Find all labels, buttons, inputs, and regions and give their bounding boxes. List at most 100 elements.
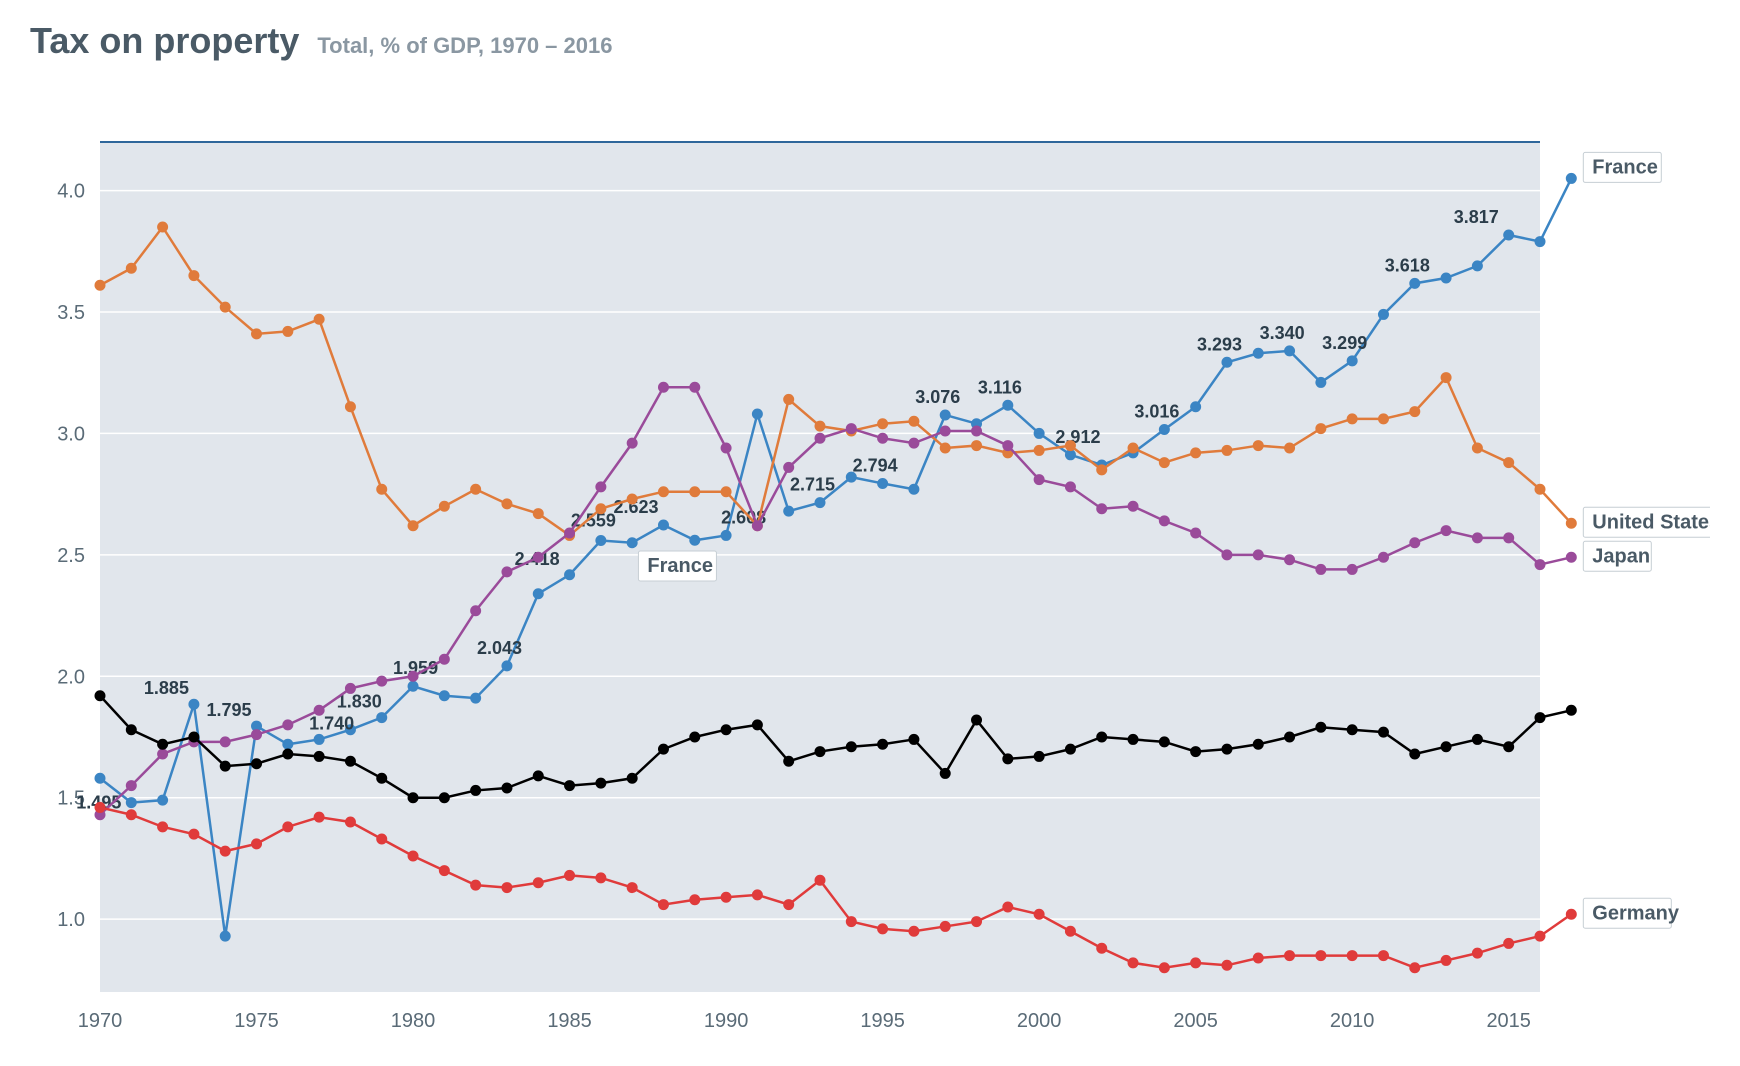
series-marker[interactable]: [283, 720, 292, 729]
series-marker[interactable]: [252, 730, 261, 739]
series-marker[interactable]: [1254, 740, 1263, 749]
series-marker[interactable]: [565, 871, 574, 880]
series-marker[interactable]: [1035, 475, 1044, 484]
series-marker[interactable]: [847, 742, 856, 751]
series-marker[interactable]: [659, 487, 668, 496]
series-marker[interactable]: [1191, 529, 1200, 538]
series-marker[interactable]: [596, 873, 605, 882]
series-marker[interactable]: [346, 818, 355, 827]
series-marker[interactable]: [816, 498, 825, 507]
series-marker[interactable]: [1003, 903, 1012, 912]
series-marker[interactable]: [753, 410, 762, 419]
series-marker[interactable]: [753, 890, 762, 899]
series-marker[interactable]: [941, 922, 950, 931]
series-marker[interactable]: [659, 900, 668, 909]
series-marker[interactable]: [346, 402, 355, 411]
series-marker[interactable]: [471, 694, 480, 703]
series-marker[interactable]: [784, 395, 793, 404]
series-marker[interactable]: [440, 655, 449, 664]
series-marker[interactable]: [628, 883, 637, 892]
series-marker[interactable]: [221, 737, 230, 746]
series-marker[interactable]: [659, 383, 668, 392]
series-marker[interactable]: [189, 733, 198, 742]
series-marker[interactable]: [1097, 504, 1106, 513]
series-marker[interactable]: [1066, 927, 1075, 936]
series-marker[interactable]: [878, 419, 887, 428]
series-marker[interactable]: [722, 444, 731, 453]
series-marker[interactable]: [941, 427, 950, 436]
series-marker[interactable]: [1066, 450, 1075, 459]
series-marker[interactable]: [377, 485, 386, 494]
series-marker[interactable]: [972, 441, 981, 450]
series-marker[interactable]: [878, 740, 887, 749]
series-marker[interactable]: [1035, 446, 1044, 455]
series-marker[interactable]: [1379, 728, 1388, 737]
series-marker[interactable]: [346, 684, 355, 693]
series-marker[interactable]: [1442, 956, 1451, 965]
series-marker[interactable]: [659, 745, 668, 754]
series-marker[interactable]: [502, 784, 511, 793]
series-marker[interactable]: [1316, 565, 1325, 574]
series-marker[interactable]: [1160, 458, 1169, 467]
series-marker[interactable]: [722, 725, 731, 734]
series-marker[interactable]: [1567, 706, 1576, 715]
series-marker[interactable]: [346, 757, 355, 766]
series-marker[interactable]: [1442, 742, 1451, 751]
series-marker[interactable]: [127, 798, 136, 807]
series-marker[interactable]: [1536, 237, 1545, 246]
series-marker[interactable]: [409, 852, 418, 861]
series-marker[interactable]: [283, 327, 292, 336]
series-marker[interactable]: [221, 762, 230, 771]
series-marker[interactable]: [1348, 725, 1357, 734]
series-marker[interactable]: [909, 417, 918, 426]
series-marker[interactable]: [1379, 951, 1388, 960]
series-marker[interactable]: [1348, 414, 1357, 423]
series-marker[interactable]: [1222, 961, 1231, 970]
series-marker[interactable]: [941, 769, 950, 778]
series-marker[interactable]: [1348, 565, 1357, 574]
series-marker[interactable]: [1567, 519, 1576, 528]
series-marker[interactable]: [1410, 279, 1419, 288]
series-marker[interactable]: [502, 499, 511, 508]
series-marker[interactable]: [283, 750, 292, 759]
series-marker[interactable]: [816, 422, 825, 431]
series-marker[interactable]: [1191, 747, 1200, 756]
series-marker[interactable]: [158, 740, 167, 749]
series-marker[interactable]: [1222, 358, 1231, 367]
series-marker[interactable]: [502, 661, 511, 670]
series-marker[interactable]: [471, 606, 480, 615]
series-marker[interactable]: [534, 589, 543, 598]
series-marker[interactable]: [502, 567, 511, 576]
series-marker[interactable]: [1285, 951, 1294, 960]
series-marker[interactable]: [1254, 441, 1263, 450]
series-marker[interactable]: [471, 485, 480, 494]
series-marker[interactable]: [189, 700, 198, 709]
series-marker[interactable]: [1129, 444, 1138, 453]
series-marker[interactable]: [1379, 553, 1388, 562]
series-marker[interactable]: [1473, 444, 1482, 453]
series-marker[interactable]: [878, 479, 887, 488]
series-marker[interactable]: [1066, 745, 1075, 754]
series-marker[interactable]: [784, 900, 793, 909]
series-marker[interactable]: [909, 485, 918, 494]
series-marker[interactable]: [1316, 424, 1325, 433]
series-marker[interactable]: [1285, 733, 1294, 742]
series-marker[interactable]: [596, 536, 605, 545]
series-marker[interactable]: [909, 735, 918, 744]
series-marker[interactable]: [1473, 261, 1482, 270]
series-marker[interactable]: [534, 509, 543, 518]
series-marker[interactable]: [127, 264, 136, 273]
series-marker[interactable]: [690, 895, 699, 904]
series-marker[interactable]: [158, 822, 167, 831]
series-marker[interactable]: [1442, 274, 1451, 283]
series-marker[interactable]: [252, 759, 261, 768]
series-marker[interactable]: [909, 439, 918, 448]
series-marker[interactable]: [878, 434, 887, 443]
series-marker[interactable]: [941, 410, 950, 419]
series-marker[interactable]: [1473, 735, 1482, 744]
series-marker[interactable]: [1504, 939, 1513, 948]
series-marker[interactable]: [628, 774, 637, 783]
series-marker[interactable]: [722, 531, 731, 540]
series-marker[interactable]: [221, 847, 230, 856]
series-marker[interactable]: [1160, 425, 1169, 434]
